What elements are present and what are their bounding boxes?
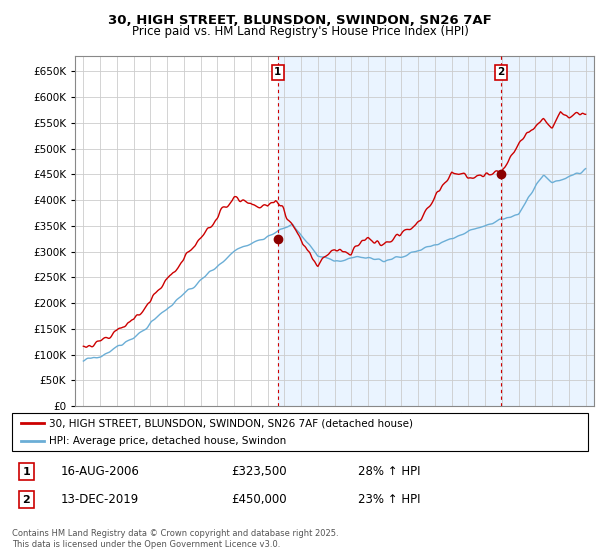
Bar	[278, 56, 594, 406]
Text: HPI: Average price, detached house, Swindon: HPI: Average price, detached house, Swin…	[49, 436, 287, 446]
Text: Contains HM Land Registry data © Crown copyright and database right 2025.
This d: Contains HM Land Registry data © Crown c…	[12, 529, 338, 549]
Text: £323,500: £323,500	[231, 465, 287, 478]
Text: 2: 2	[497, 67, 505, 77]
Text: 13-DEC-2019: 13-DEC-2019	[61, 493, 139, 506]
Text: 23% ↑ HPI: 23% ↑ HPI	[358, 493, 420, 506]
Text: 1: 1	[274, 67, 281, 77]
Text: £450,000: £450,000	[231, 493, 287, 506]
Text: 16-AUG-2006: 16-AUG-2006	[61, 465, 140, 478]
Text: 28% ↑ HPI: 28% ↑ HPI	[358, 465, 420, 478]
Text: 30, HIGH STREET, BLUNSDON, SWINDON, SN26 7AF (detached house): 30, HIGH STREET, BLUNSDON, SWINDON, SN26…	[49, 418, 413, 428]
Text: Price paid vs. HM Land Registry's House Price Index (HPI): Price paid vs. HM Land Registry's House …	[131, 25, 469, 38]
Text: 1: 1	[23, 467, 30, 477]
Text: 2: 2	[23, 495, 30, 505]
Text: 30, HIGH STREET, BLUNSDON, SWINDON, SN26 7AF: 30, HIGH STREET, BLUNSDON, SWINDON, SN26…	[108, 14, 492, 27]
